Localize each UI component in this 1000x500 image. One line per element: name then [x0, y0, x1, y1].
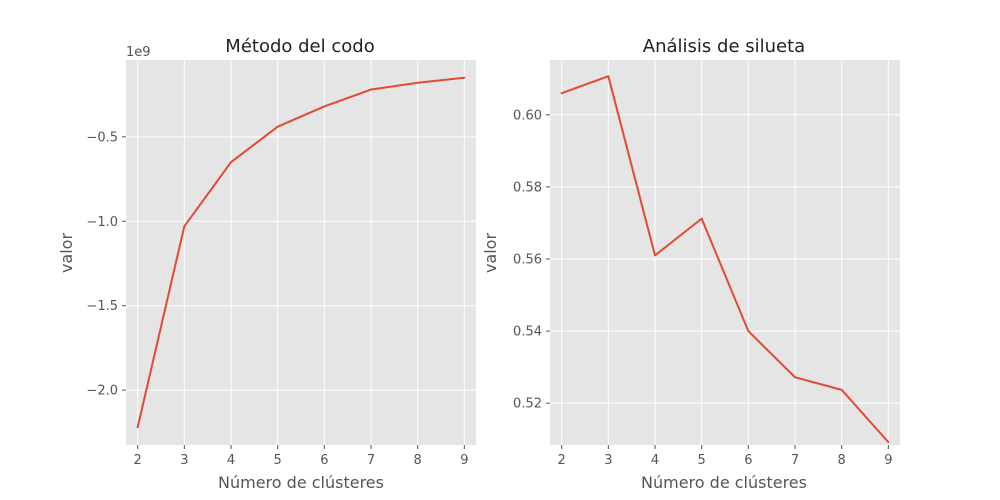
x-tick-label: 7 — [367, 453, 375, 468]
x-tick-label: 8 — [414, 453, 422, 468]
y-tick-label: 0.60 — [513, 108, 542, 123]
y-tick-label: 0.58 — [513, 180, 542, 195]
y-axis-label: valor — [481, 233, 500, 274]
plot-area — [550, 60, 900, 445]
x-tick-label: 4 — [651, 453, 659, 468]
x-tick-label: 3 — [604, 453, 612, 468]
x-tick-label: 2 — [558, 453, 566, 468]
y-tick-label: −1.5 — [86, 299, 118, 314]
x-tick-label: 4 — [227, 453, 235, 468]
x-tick-label: 9 — [884, 453, 892, 468]
silhouette-chart: Análisis de silueta Número de clústeres … — [481, 36, 900, 492]
x-tick-label: 8 — [838, 453, 846, 468]
elbow-chart: Método del codo 1e9 Número de clústeres … — [57, 36, 476, 492]
x-tick-label: 6 — [320, 453, 328, 468]
y-tick-label: −0.5 — [86, 130, 118, 145]
series-line — [136, 76, 466, 429]
x-axis-label: Número de clústeres — [641, 473, 807, 492]
y-exponent-label: 1e9 — [126, 45, 151, 60]
x-tick-label: 7 — [791, 453, 799, 468]
x-tick-label: 9 — [460, 453, 468, 468]
y-tick-label: −2.0 — [86, 384, 118, 399]
y-tick-label: 0.56 — [513, 252, 542, 267]
y-axis-label: valor — [57, 233, 76, 274]
chart-title: Método del codo — [225, 36, 374, 57]
y-tick-label: 0.54 — [513, 325, 542, 340]
x-tick-label: 3 — [180, 453, 188, 468]
series-line — [560, 75, 890, 444]
chart-title: Análisis de silueta — [643, 36, 805, 57]
y-tick-label: 0.52 — [513, 397, 542, 412]
x-tick-label: 6 — [744, 453, 752, 468]
y-tick-label: −1.0 — [86, 215, 118, 230]
x-axis-label: Número de clústeres — [218, 473, 384, 492]
x-tick-label: 5 — [274, 453, 282, 468]
x-tick-label: 5 — [698, 453, 706, 468]
x-tick-label: 2 — [134, 453, 142, 468]
